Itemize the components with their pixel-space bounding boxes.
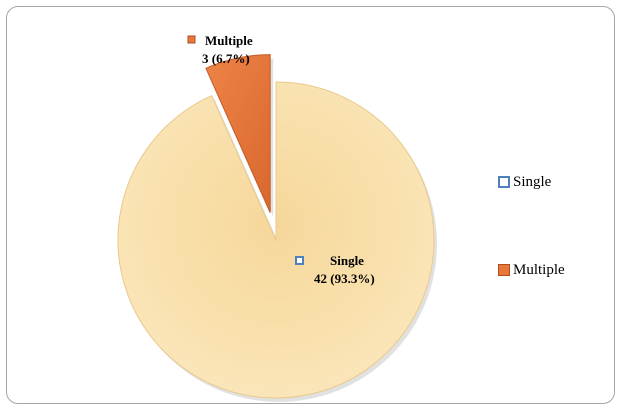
legend-label-single: Single	[513, 173, 552, 190]
data-label-multiple-name: Multiple	[205, 33, 253, 48]
legend-item-single[interactable]: Single	[498, 172, 565, 192]
data-label-single-value: 42 (93.3%)	[314, 271, 375, 286]
legend-swatch-multiple	[498, 264, 510, 276]
label-marker-single	[295, 256, 304, 265]
pie-slice-single[interactable]	[117, 81, 435, 399]
pie-slices	[117, 54, 435, 399]
legend-item-multiple[interactable]: Multiple	[498, 260, 565, 280]
data-label-single-name: Single	[330, 253, 364, 268]
pie-slice-multiple[interactable]	[205, 54, 271, 213]
data-label-multiple-value: 3 (6.7%)	[202, 51, 250, 66]
pie-labels: Multiple 3 (6.7%) Single 42 (93.3%)	[187, 33, 375, 286]
chart-legend: Single Multiple	[498, 172, 565, 348]
legend-swatch-single	[498, 176, 510, 188]
legend-label-multiple: Multiple	[513, 261, 565, 278]
label-marker-multiple	[187, 35, 196, 44]
